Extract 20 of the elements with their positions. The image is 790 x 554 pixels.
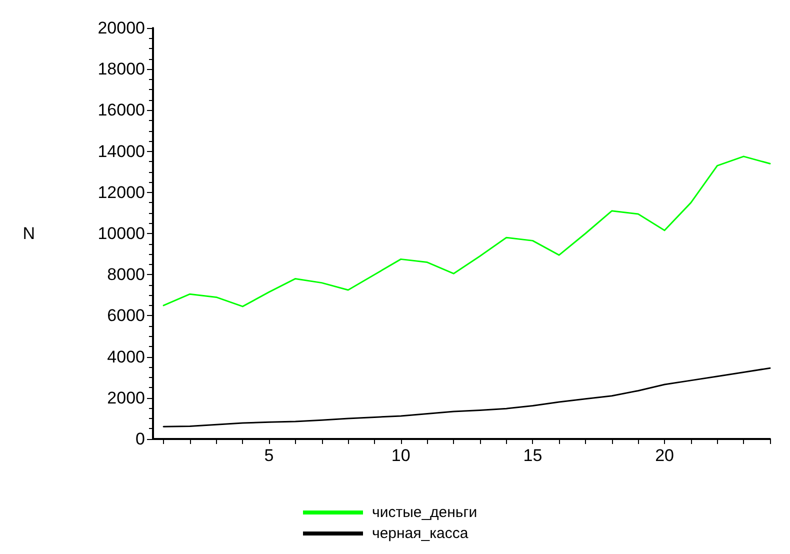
y-tick-label: 4000 bbox=[107, 347, 145, 366]
x-tick-label: 10 bbox=[391, 446, 410, 465]
legend-label: черная_касса bbox=[372, 525, 469, 542]
line-series bbox=[162, 367, 771, 428]
y-tick-label: 8000 bbox=[107, 265, 145, 284]
x-tick-label: 15 bbox=[523, 446, 542, 465]
y-tick-label: 18000 bbox=[98, 60, 145, 79]
legend-label: чистые_деньги bbox=[372, 504, 478, 521]
y-tick-label: 6000 bbox=[107, 306, 145, 326]
y-tick-label: 12000 bbox=[98, 182, 145, 202]
y-tick-label: 20000 bbox=[98, 18, 145, 38]
y-tick-label: 0 bbox=[136, 430, 145, 448]
x-tick-label: 5 bbox=[264, 446, 274, 465]
y-tick-label: 10000 bbox=[98, 224, 145, 243]
x-tick-label: 20 bbox=[655, 446, 674, 465]
y-axis-title: N bbox=[22, 224, 35, 243]
y-tick-label: 16000 bbox=[98, 100, 145, 120]
y-tick-label: 14000 bbox=[98, 142, 145, 161]
line-series bbox=[162, 156, 771, 308]
y-tick-label: 2000 bbox=[107, 388, 145, 408]
